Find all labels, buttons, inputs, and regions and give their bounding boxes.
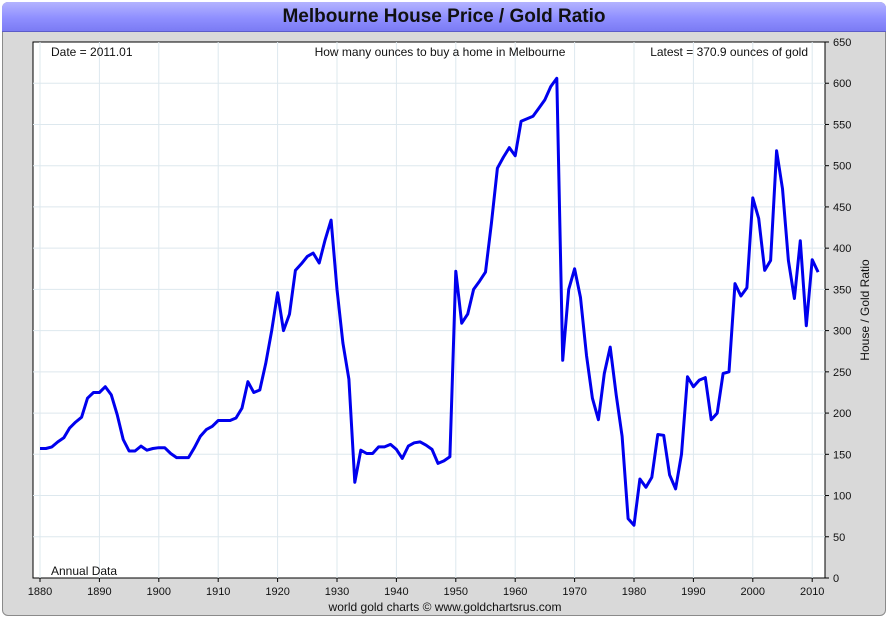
x-tick-label: 1940 <box>384 586 408 598</box>
y-tick-label: 300 <box>833 326 851 338</box>
chart-title: Melbourne House Price / Gold Ratio <box>282 6 606 27</box>
y-tick-label: 150 <box>833 449 851 461</box>
y-tick-label: 400 <box>833 243 851 255</box>
y-tick-label: 500 <box>833 161 851 173</box>
y-tick-label: 600 <box>833 78 851 90</box>
x-tick-label: 1900 <box>147 586 171 598</box>
x-tick-label: 1960 <box>503 586 527 598</box>
title-bar: Melbourne House Price / Gold Ratio <box>2 2 886 32</box>
x-tick-label: 1990 <box>681 586 705 598</box>
y-tick-label: 350 <box>833 284 851 296</box>
y-tick-label: 250 <box>833 367 851 379</box>
y-tick-label: 100 <box>833 491 851 503</box>
x-tick-label: 1920 <box>265 586 289 598</box>
gridlines <box>33 42 825 578</box>
ratio-line <box>40 76 820 527</box>
subtitle-annotation: How many ounces to buy a home in Melbour… <box>315 45 566 59</box>
x-tick-label: 1890 <box>87 586 111 598</box>
x-tick-label: 2010 <box>800 586 824 598</box>
latest-annotation: Latest = 370.9 ounces of gold <box>650 45 808 59</box>
x-tick-label: 1930 <box>325 586 349 598</box>
date-annotation: Date = 2011.01 <box>51 45 133 59</box>
y-tick-label: 0 <box>833 573 839 585</box>
plot-area <box>32 41 826 579</box>
y-tick-label: 550 <box>833 119 851 131</box>
x-tick-label: 1980 <box>622 586 646 598</box>
x-axis-ticks: 1880 1890 1900 1910 1920 1930 1940 1950 1960 1970… <box>28 578 824 598</box>
y-axis-label: House / Gold Ratio <box>858 259 872 361</box>
x-tick-label: 1880 <box>28 586 52 598</box>
y-tick-label: 450 <box>833 202 851 214</box>
y-axis-ticks: 0 50 100 150 200 250 300 350 400 450 500 550 600 650 <box>825 37 851 585</box>
x-tick-label: 1950 <box>444 586 468 598</box>
x-tick-label: 2000 <box>741 586 765 598</box>
y-tick-label: 650 <box>833 37 851 49</box>
footer-credit: world gold charts © www.goldchartsrus.co… <box>328 600 562 614</box>
x-tick-label: 1970 <box>562 586 586 598</box>
x-tick-label: 1910 <box>206 586 230 598</box>
y-tick-label: 200 <box>833 408 851 420</box>
y-tick-label: 50 <box>833 532 845 544</box>
frequency-annotation: Annual Data <box>51 564 117 578</box>
